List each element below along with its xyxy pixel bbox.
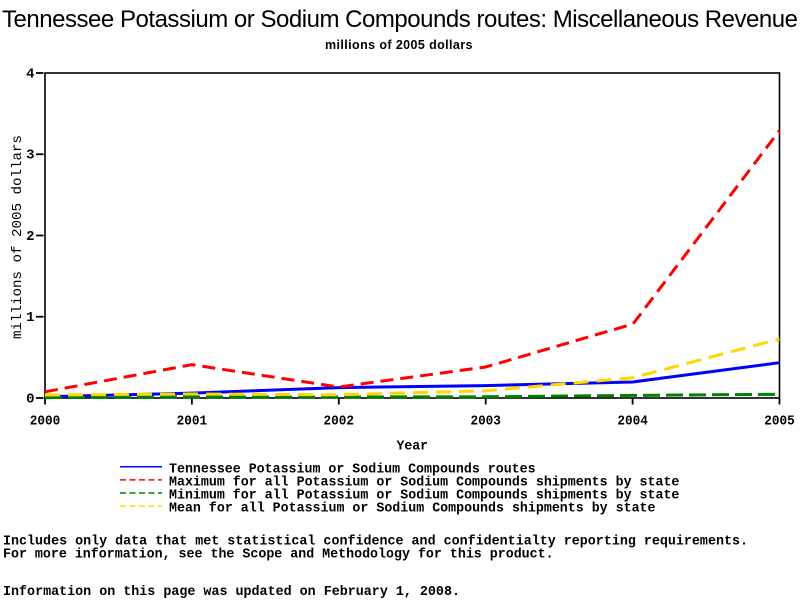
- svg-text:3: 3: [26, 148, 34, 164]
- svg-text:2004: 2004: [617, 413, 648, 429]
- svg-text:Year: Year: [397, 439, 429, 455]
- svg-text:Tennessee Potassium or Sodium: Tennessee Potassium or Sodium Compounds …: [2, 6, 798, 33]
- svg-text:1: 1: [26, 310, 34, 326]
- svg-text:Minimum for all Potassium or S: Minimum for all Potassium or Sodium Comp…: [169, 488, 679, 504]
- svg-text:4: 4: [26, 66, 34, 82]
- svg-text:millions of 2005 dollars: millions of 2005 dollars: [325, 38, 473, 52]
- svg-text:2000: 2000: [30, 413, 61, 429]
- svg-text:Mean for all Potassium or Sodi: Mean for all Potassium or Sodium Compoun…: [169, 501, 656, 517]
- svg-text:0: 0: [26, 391, 34, 407]
- svg-text:2002: 2002: [324, 413, 355, 429]
- svg-text:Tennessee Potassium or Sodium: Tennessee Potassium or Sodium Compounds …: [169, 461, 536, 477]
- svg-text:For more information, see the: For more information, see the Scope and …: [3, 547, 554, 563]
- svg-text:Includes only data that met st: Includes only data that met statistical …: [3, 534, 748, 550]
- svg-text:2: 2: [26, 229, 34, 245]
- svg-text:2003: 2003: [470, 413, 501, 429]
- svg-text:Maximum for all Potassium or S: Maximum for all Potassium or Sodium Comp…: [169, 475, 679, 491]
- svg-text:Information on this page was u: Information on this page was updated on …: [3, 584, 460, 600]
- svg-text:2001: 2001: [177, 413, 208, 429]
- svg-text:millions of 2005 dollars: millions of 2005 dollars: [10, 135, 26, 339]
- svg-text:2005: 2005: [764, 413, 795, 429]
